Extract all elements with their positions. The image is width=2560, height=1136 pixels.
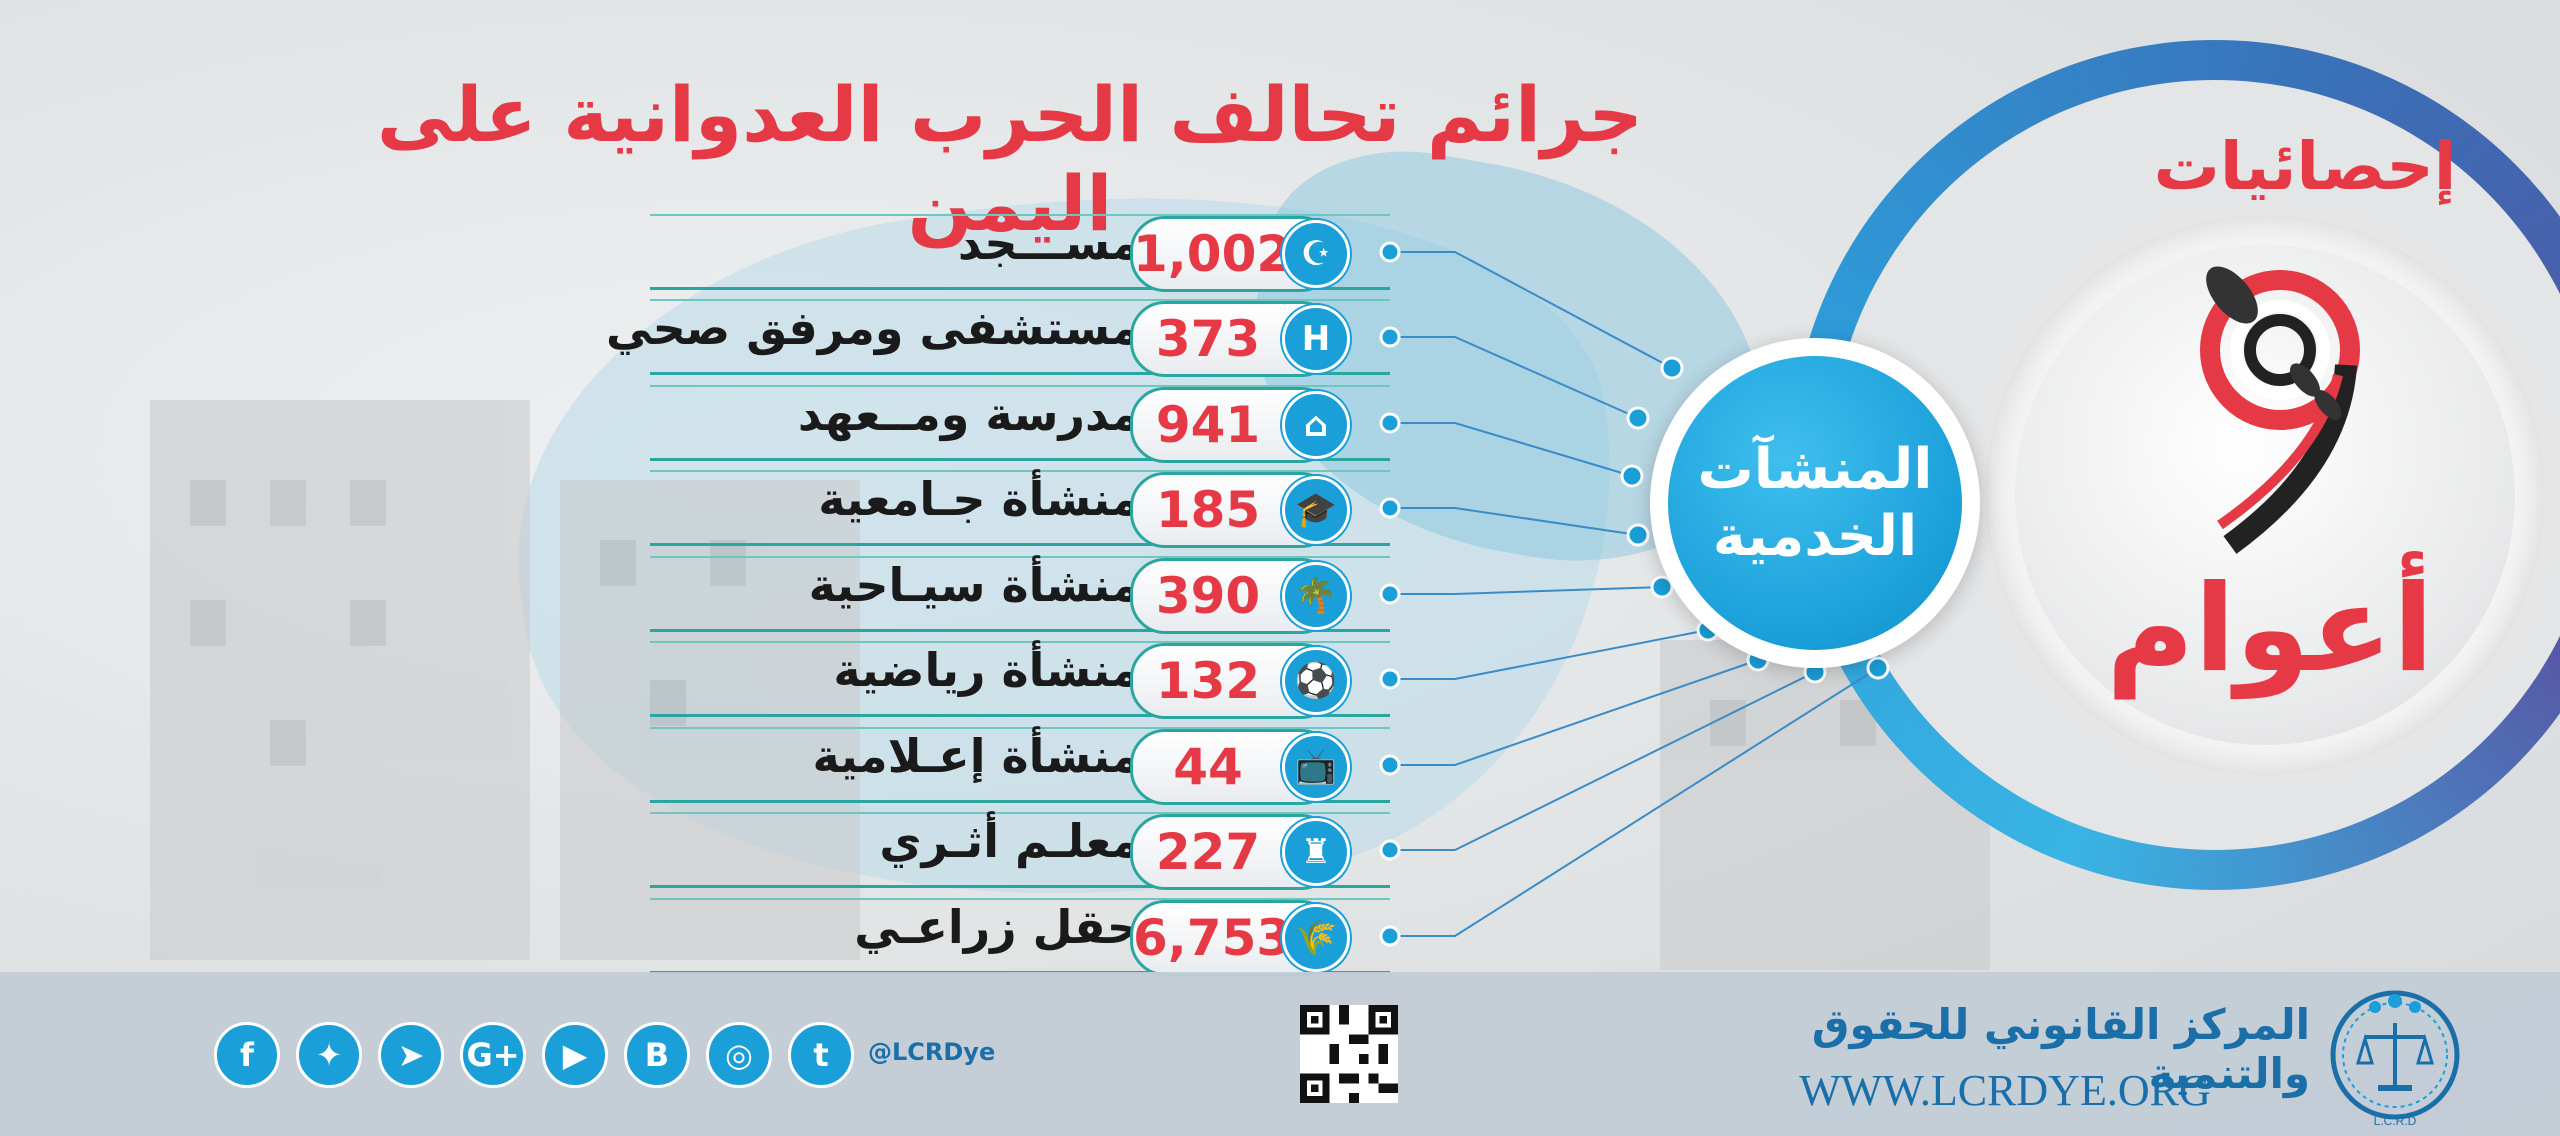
page-title: جرائم تحالف الحرب العدوانية على اليمن: [376, 70, 1644, 248]
facebook-icon[interactable]: f: [214, 1022, 280, 1088]
social-handle[interactable]: @LCRDye: [868, 1038, 996, 1066]
hospital-icon: H: [1282, 305, 1350, 373]
hub-title-line1: المنشآت: [1697, 436, 1933, 502]
castle-icon: ♜: [1282, 818, 1350, 886]
bomb-icon: [2206, 266, 2342, 420]
row-divider-top: [650, 214, 1390, 216]
stadium-icon: ⚽: [1282, 647, 1350, 715]
item-label: منشأة سيـاحية: [808, 558, 1140, 612]
item-value: 6,753: [1133, 909, 1292, 967]
google-plus-icon[interactable]: G+: [460, 1022, 526, 1088]
row-divider-top: [650, 727, 1390, 729]
row-divider-top: [650, 641, 1390, 643]
item-value: 132: [1155, 652, 1261, 710]
item-value: 390: [1155, 567, 1261, 625]
row-divider-top: [650, 299, 1390, 301]
list-item: منشأة سيـاحية 390 🌴: [650, 554, 1390, 634]
organization-logo: L.C.R.D: [2330, 990, 2460, 1128]
palm-tree-icon: 🌴: [1282, 562, 1350, 630]
list-item: مستشفى ومرفق صحي 373 H: [606, 297, 1390, 377]
row-divider-top: [650, 385, 1390, 387]
row-divider: [650, 885, 1390, 888]
list-item: معلـم أثـري 227 ♜: [650, 810, 1390, 890]
qr-code[interactable]: [1300, 1005, 1398, 1103]
item-value: 185: [1155, 481, 1261, 539]
row-divider: [650, 800, 1390, 803]
list-item: مدرسة ومــعهد 941 ⌂: [650, 383, 1390, 463]
twitter-icon[interactable]: ✦: [296, 1022, 362, 1088]
row-divider: [650, 372, 1390, 375]
nine-years-emblem: [2200, 266, 2360, 554]
row-divider: [650, 714, 1390, 717]
telegram-icon[interactable]: ➤: [378, 1022, 444, 1088]
row-divider: [650, 629, 1390, 632]
item-value: 373: [1155, 310, 1261, 368]
background-building-mid: [560, 480, 860, 960]
wheat-icon: 🌾: [1282, 904, 1350, 972]
background-building-left: [150, 400, 530, 960]
tumblr-icon[interactable]: t: [788, 1022, 854, 1088]
row-divider: [650, 458, 1390, 461]
graduation-cap-icon: 🎓: [1282, 476, 1350, 544]
item-label: منشأة رياضية: [833, 643, 1140, 697]
row-divider-top: [650, 898, 1390, 900]
item-label: حقل زراعـي: [854, 900, 1140, 954]
blogger-icon[interactable]: B: [624, 1022, 690, 1088]
hub-circle: المنشآت الخدمية: [1668, 356, 1962, 650]
item-label: مستشفى ومرفق صحي: [606, 301, 1140, 355]
television-icon: 📺: [1282, 733, 1350, 801]
item-value: 44: [1173, 738, 1243, 796]
organization-name: المركز القانوني للحقوق والتنمية: [1811, 1000, 2310, 1098]
list-item: منشأة رياضية 132 ⚽: [650, 639, 1390, 719]
hub-title-line2: الخدمية: [1712, 504, 1918, 569]
row-divider-top: [650, 556, 1390, 558]
item-label: منشأة جـامعية: [818, 472, 1140, 526]
list-item: منشأة إعـلامية 44 📺: [650, 725, 1390, 805]
item-label: مســـجد: [957, 216, 1140, 270]
logo-text: L.C.R.D: [2374, 1114, 2417, 1128]
instagram-icon[interactable]: ◎: [706, 1022, 772, 1088]
row-divider: [650, 287, 1390, 290]
row-divider-top: [650, 470, 1390, 472]
list-item: منشأة جـامعية 185 🎓: [650, 468, 1390, 548]
list-item: مســـجد 1,002 ☪: [650, 212, 1390, 292]
stats-label: إحصائيات: [2153, 128, 2457, 205]
row-divider: [650, 543, 1390, 546]
youtube-icon[interactable]: ▶: [542, 1022, 608, 1088]
school-icon: ⌂: [1282, 391, 1350, 459]
item-label: معلـم أثـري: [879, 814, 1140, 868]
item-label: مدرسة ومــعهد: [797, 387, 1140, 441]
item-label: منشأة إعـلامية: [812, 729, 1140, 783]
row-divider-top: [650, 812, 1390, 814]
years-label: أعوام: [2106, 560, 2434, 699]
organization-url[interactable]: WWW.LCRDYE.ORG: [1799, 1066, 2211, 1115]
mosque-icon: ☪: [1282, 220, 1350, 288]
item-value: 227: [1155, 823, 1261, 881]
item-value: 941: [1155, 396, 1261, 454]
list-item: حقل زراعـي 6,753 🌾: [650, 896, 1390, 976]
item-value: 1,002: [1133, 225, 1292, 283]
